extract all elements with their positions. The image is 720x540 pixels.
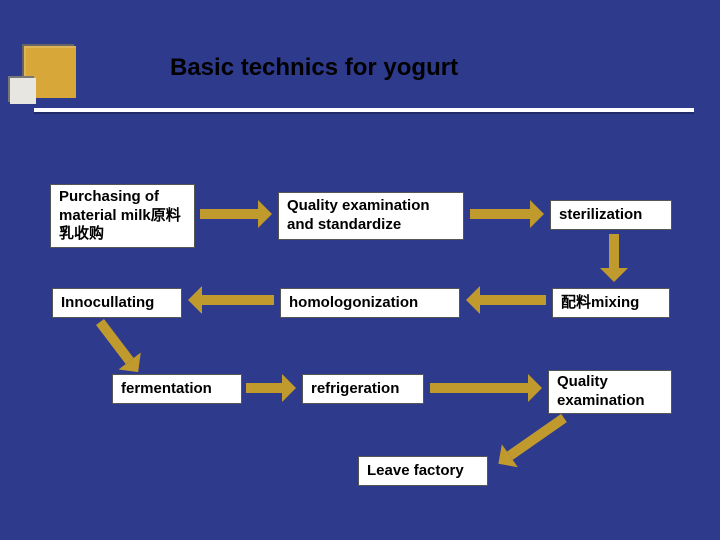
arrow-innoculating-to-fermentation (96, 319, 142, 375)
node-mixing: 配料mixing (552, 288, 670, 318)
node-homologonization: homologonization (280, 288, 460, 318)
title-bullet-inner (10, 78, 36, 104)
node-innoculating: Innocullating (52, 288, 182, 318)
node-quality2: Quality examination (548, 370, 672, 414)
node-leavefactory: Leave factory (358, 456, 488, 486)
node-purchasing: Purchasing of material milk原料乳收购 (50, 184, 195, 248)
title-underline (34, 108, 694, 112)
slide-title: Basic technics for yogurt (170, 54, 458, 82)
node-refrigeration: refrigeration (302, 374, 424, 404)
arrow-quality2-to-leavefactory (495, 414, 567, 468)
node-sterilization: sterilization (550, 200, 672, 230)
node-quality1: Quality examination and standardize (278, 192, 464, 240)
node-fermentation: fermentation (112, 374, 242, 404)
